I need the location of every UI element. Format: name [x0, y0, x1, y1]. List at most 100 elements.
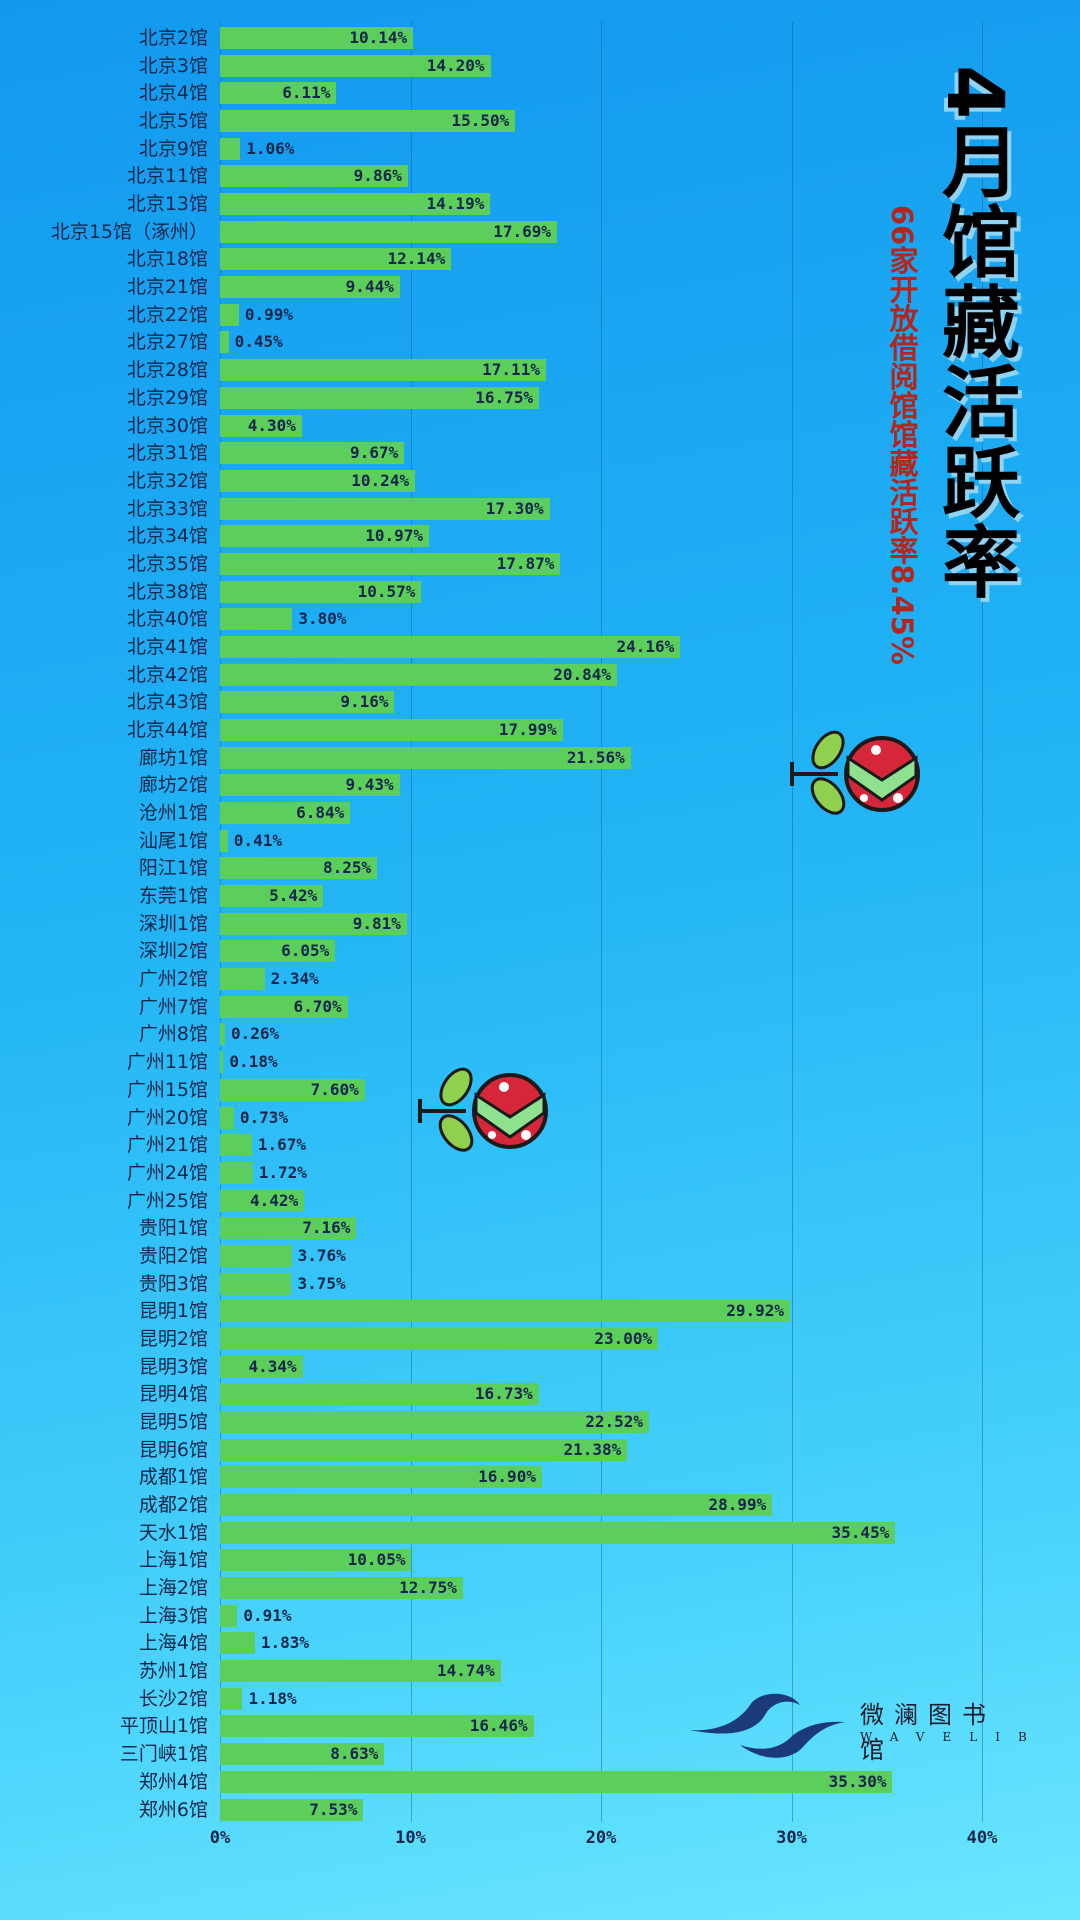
data-label: 22.52% — [585, 1412, 644, 1431]
data-label: 4.30% — [247, 415, 296, 435]
bar — [220, 1494, 773, 1517]
bar — [220, 27, 414, 49]
data-label: 10.57% — [357, 581, 416, 601]
bar — [220, 691, 395, 714]
bar-row: 北京32馆 10.24% — [0, 469, 1080, 493]
bar — [220, 857, 378, 880]
data-label: 14.20% — [426, 55, 485, 75]
bar-row: 上海2馆 12.75% — [0, 1576, 1080, 1600]
bar-row: 北京41馆 24.16% — [0, 635, 1080, 659]
bar-row: 贵阳2馆 3.76% — [0, 1244, 1080, 1268]
bar — [220, 1217, 357, 1240]
category-label: 北京4馆 — [138, 82, 208, 105]
bar-row: 北京30馆 4.30% — [0, 414, 1080, 438]
bar-row: 北京4馆 6.11% — [0, 81, 1080, 105]
bar — [220, 940, 336, 963]
bar-row: 北京27馆 0.45% — [0, 330, 1080, 354]
wavelib-logo: 微澜图书馆 WAVELIB — [680, 1690, 1027, 1764]
category-label: 北京3馆 — [138, 54, 208, 77]
category-label: 广州2馆 — [138, 968, 208, 991]
category-label: 北京42馆 — [126, 663, 208, 686]
data-label: 7.60% — [310, 1079, 359, 1099]
chart-subtitle: 66家开放借阅馆馆藏活跃率8.45% — [885, 205, 919, 665]
bar-row: 北京34馆 10.97% — [0, 524, 1080, 548]
category-label: 广州21馆 — [126, 1134, 208, 1157]
data-label: 0.99% — [244, 304, 294, 324]
data-label: 23.00% — [594, 1328, 653, 1348]
x-tick-label: 30% — [776, 1828, 807, 1848]
bar — [220, 829, 228, 852]
bar — [220, 1189, 305, 1212]
bar — [220, 276, 400, 299]
bar-row: 北京28馆 17.11% — [0, 358, 1080, 382]
data-label: 35.30% — [828, 1771, 887, 1791]
category-label: 三门峡1馆 — [119, 1743, 208, 1766]
category-label: 东莞1馆 — [138, 885, 208, 908]
data-label: 9.81% — [352, 913, 401, 933]
bar — [220, 414, 302, 437]
category-label: 北京9馆 — [138, 137, 208, 160]
bar — [220, 746, 631, 769]
bar-row: 汕尾1馆 0.41% — [0, 829, 1080, 853]
category-label: 昆明5馆 — [138, 1411, 208, 1433]
bar — [220, 469, 416, 492]
bar — [220, 1023, 225, 1046]
bar-row: 三门峡1馆 8.63% — [0, 1742, 1080, 1766]
bar — [220, 193, 491, 216]
category-label: 长沙2馆 — [138, 1687, 208, 1710]
bar — [220, 1272, 292, 1295]
data-label: 6.84% — [296, 803, 345, 823]
bar-row: 阳江1馆 8.25% — [0, 856, 1080, 880]
data-label: 10.97% — [365, 526, 423, 546]
bar — [220, 552, 561, 575]
bar-row: 北京18馆 12.14% — [0, 247, 1080, 271]
category-label: 阳江1馆 — [138, 857, 208, 880]
category-label: 北京22馆 — [126, 303, 208, 326]
bar-row: 北京15馆（涿州） 17.69% — [0, 220, 1080, 244]
data-label: 28.99% — [708, 1495, 767, 1515]
bar-row: 昆明6馆 21.38% — [0, 1438, 1080, 1462]
data-label: 12.14% — [387, 249, 446, 269]
bar — [220, 774, 400, 797]
bar — [220, 1632, 255, 1655]
category-label: 北京40馆 — [126, 608, 208, 631]
bar-row: 成都1馆 16.90% — [0, 1465, 1080, 1489]
category-label: 昆明6馆 — [138, 1438, 208, 1461]
category-label: 广州8馆 — [138, 1023, 208, 1046]
category-label: 北京29馆 — [126, 386, 208, 409]
data-label: 10.05% — [347, 1550, 406, 1570]
bar-row: 天水1馆 35.45% — [0, 1521, 1080, 1545]
category-label: 北京33馆 — [126, 497, 208, 520]
bar — [220, 1604, 238, 1627]
bar — [220, 54, 491, 77]
category-label: 贵阳2馆 — [138, 1244, 208, 1267]
bar — [220, 995, 348, 1018]
data-label: 0.73% — [239, 1107, 289, 1127]
data-label: 24.16% — [616, 636, 675, 656]
data-label: 0.41% — [233, 830, 282, 850]
bar — [220, 1798, 364, 1821]
bar — [220, 497, 550, 520]
bar-row: 广州15馆 7.60% — [0, 1078, 1080, 1102]
bar — [220, 110, 516, 133]
logo-text-en: WAVELIB — [860, 1730, 1045, 1744]
bar-row: 北京3馆 14.20% — [0, 54, 1080, 78]
category-label: 北京27馆 — [126, 331, 208, 354]
category-label: 广州20馆 — [126, 1106, 208, 1129]
bar-row: 北京22馆 0.99% — [0, 303, 1080, 327]
category-label: 北京18馆 — [126, 248, 208, 271]
category-label: 成都1馆 — [138, 1466, 208, 1489]
category-label: 成都2馆 — [138, 1494, 208, 1517]
bar — [220, 1327, 659, 1350]
data-label: 14.19% — [426, 194, 485, 214]
bar-row: 廊坊2馆 9.43% — [0, 773, 1080, 797]
bar — [220, 359, 546, 382]
bar-row: 北京42馆 20.84% — [0, 663, 1080, 687]
category-label: 北京34馆 — [126, 525, 208, 548]
data-label: 9.16% — [340, 692, 389, 712]
category-label: 郑州6馆 — [138, 1798, 208, 1821]
bar — [220, 1106, 234, 1129]
data-label: 0.18% — [229, 1052, 278, 1072]
bar — [220, 82, 337, 105]
